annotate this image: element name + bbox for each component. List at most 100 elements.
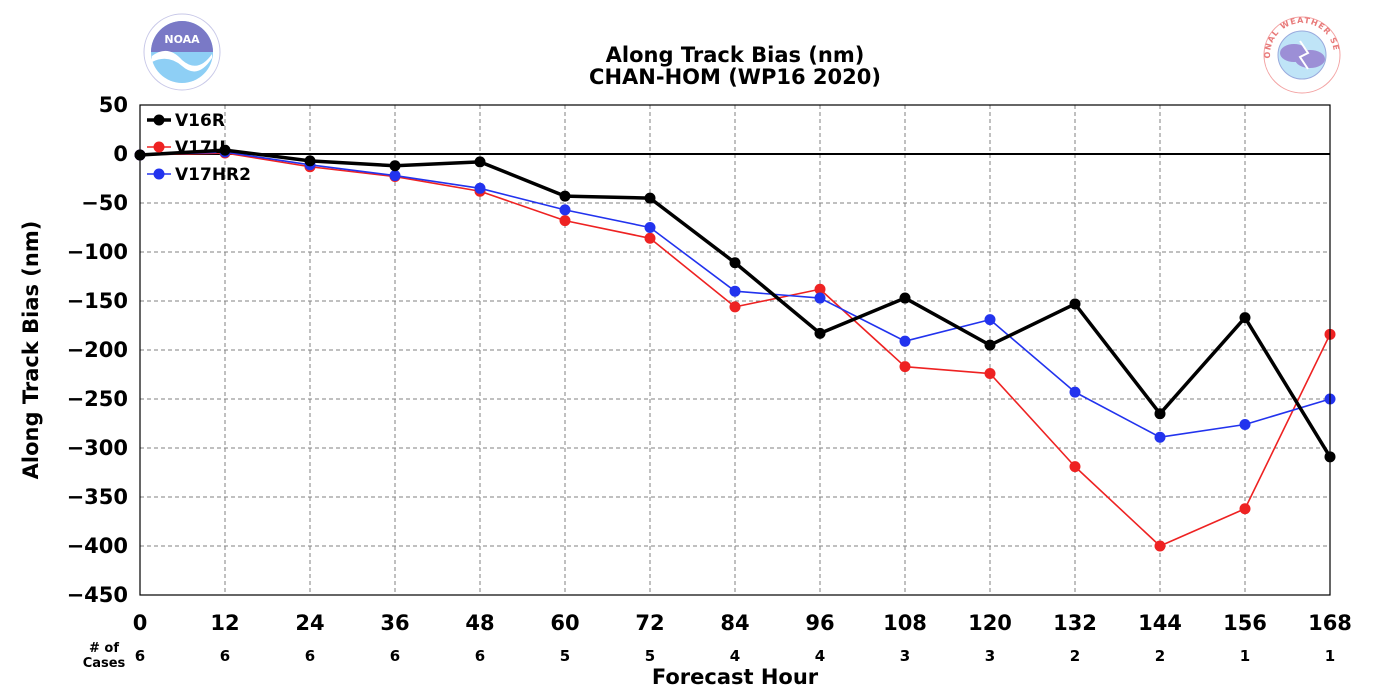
cases-count: 2 — [1155, 647, 1165, 665]
data-point-v17u — [814, 283, 826, 295]
data-point-v17hr2 — [389, 170, 401, 182]
data-point-v16r — [1069, 298, 1081, 310]
legend-label-v17u: V17U — [175, 138, 226, 158]
legend-item-v17hr2: V17HR2 — [147, 165, 251, 185]
y-axis-label: Along Track Bias (nm) — [19, 221, 43, 480]
legend-marker-v17u — [153, 141, 165, 153]
x-tick-label: 84 — [720, 611, 749, 635]
data-point-v16r — [559, 190, 571, 202]
y-tick-label: 50 — [99, 93, 128, 117]
y-tick-label: −50 — [81, 191, 128, 215]
cases-count: 1 — [1325, 647, 1335, 665]
cases-label-line: Cases — [83, 656, 126, 671]
legend-marker-v17hr2 — [153, 168, 165, 180]
y-tick-labels: 50 0 −50 −100 −150 −200 −250 −300 −350 −400 −450 — [67, 93, 128, 607]
series-lines — [134, 144, 1336, 552]
x-tick-label: 24 — [295, 611, 324, 635]
data-point-v16r — [729, 257, 741, 269]
data-point-v17hr2 — [559, 204, 571, 216]
cases-count: 4 — [815, 647, 825, 665]
legend-item-v17u: V17U — [147, 138, 226, 158]
data-point-v16r — [219, 144, 231, 156]
x-tick-label: 96 — [805, 611, 834, 635]
x-tick-label: 144 — [1138, 611, 1182, 635]
data-point-v17hr2 — [814, 292, 826, 304]
x-tick-label: 0 — [133, 611, 148, 635]
legend-item-v16r: V16R — [147, 111, 225, 131]
data-point-v16r — [304, 155, 316, 167]
data-point-v17u — [729, 301, 741, 313]
x-tick-label: 120 — [968, 611, 1012, 635]
legend-marker-v16r — [153, 114, 165, 126]
cases-count: 6 — [220, 647, 230, 665]
x-tick-label: 132 — [1053, 611, 1097, 635]
y-tick-label: −100 — [67, 240, 128, 264]
data-point-v17hr2 — [984, 314, 996, 326]
data-point-v17u — [559, 215, 571, 227]
legend-label-v16r: V16R — [175, 111, 225, 131]
y-tick-label: −350 — [67, 485, 128, 509]
data-point-v16r — [984, 339, 996, 351]
y-tick-label: −250 — [67, 387, 128, 411]
data-point-v17u — [1239, 503, 1251, 515]
x-tick-label: 12 — [210, 611, 239, 635]
data-point-v17hr2 — [474, 182, 486, 194]
cases-count: 3 — [985, 647, 995, 665]
data-point-v17hr2 — [1069, 386, 1081, 398]
data-point-v17hr2 — [899, 335, 911, 347]
data-point-v16r — [899, 292, 911, 304]
legend: V16R V17U V17HR2 — [147, 111, 251, 185]
y-tick-label: −300 — [67, 436, 128, 460]
cases-count: 6 — [135, 647, 145, 665]
y-tick-label: −450 — [67, 583, 128, 607]
x-tick-label: 168 — [1308, 611, 1352, 635]
data-point-v17hr2 — [729, 285, 741, 297]
x-tick-label: 60 — [550, 611, 579, 635]
cases-count: 6 — [305, 647, 315, 665]
data-point-v16r — [644, 192, 656, 204]
cases-count: 5 — [560, 647, 570, 665]
data-point-v16r — [1239, 312, 1251, 324]
x-tick-label: 108 — [883, 611, 927, 635]
chart-subtitle: CHAN-HOM (WP16 2020) — [589, 65, 881, 89]
cases-label: # of Cases — [83, 641, 126, 671]
data-point-v17hr2 — [1239, 418, 1251, 430]
legend-label-v17hr2: V17HR2 — [175, 165, 251, 185]
x-tick-label: 72 — [635, 611, 664, 635]
data-point-v17u — [644, 232, 656, 244]
nws-logo-icon: NATIONAL WEATHER SERVICE — [1263, 16, 1341, 94]
data-point-v16r — [389, 160, 401, 172]
cases-count: 5 — [645, 647, 655, 665]
cases-count: 6 — [475, 647, 485, 665]
data-point-v16r — [474, 156, 486, 168]
cases-row: 6 6 6 6 6 5 5 4 4 3 3 2 2 1 1 — [135, 647, 1335, 665]
x-tick-label: 36 — [380, 611, 409, 635]
y-tick-label: −200 — [67, 338, 128, 362]
data-point-v16r — [1154, 408, 1166, 420]
x-tick-labels: 0 12 24 36 48 60 72 84 96 108 120 132 144 156 168 — [133, 611, 1352, 635]
y-tick-label: 0 — [113, 142, 128, 166]
chart-title: Along Track Bias (nm) — [606, 43, 865, 67]
plot-frame — [139, 104, 1331, 596]
cases-count: 4 — [730, 647, 740, 665]
data-point-v17hr2 — [644, 222, 656, 233]
x-tick-label: 156 — [1223, 611, 1267, 635]
grid-lines — [139, 104, 1331, 596]
cases-label-line: # of — [89, 641, 119, 656]
cases-count: 1 — [1240, 647, 1250, 665]
x-axis-label: Forecast Hour — [652, 665, 819, 689]
y-tick-label: −150 — [67, 289, 128, 313]
data-point-v17hr2 — [1154, 431, 1166, 443]
data-point-v17u — [984, 368, 996, 380]
x-tick-label: 48 — [465, 611, 494, 635]
noaa-logo-icon: NOAA — [143, 13, 221, 91]
data-point-v17u — [899, 361, 911, 373]
cases-count: 3 — [900, 647, 910, 665]
series-v16r — [134, 144, 1336, 463]
data-point-v16r — [814, 327, 826, 339]
cases-count: 6 — [390, 647, 400, 665]
data-point-v17u — [1154, 540, 1166, 552]
y-tick-label: −400 — [67, 534, 128, 558]
cases-count: 2 — [1070, 647, 1080, 665]
